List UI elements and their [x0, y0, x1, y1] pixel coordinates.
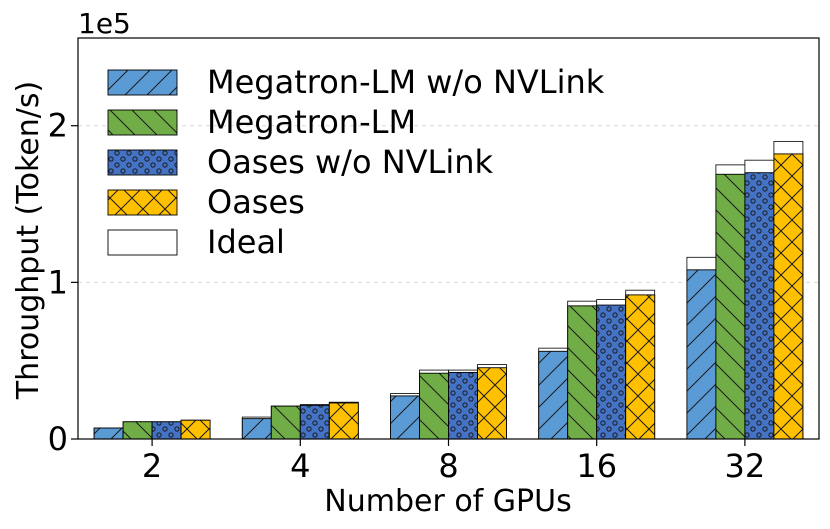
bar — [122, 421, 153, 440]
legend-label: Megatron-LM w/o NVLink — [207, 63, 605, 101]
bar — [596, 304, 627, 440]
bars — [93, 140, 804, 440]
bar — [328, 402, 359, 440]
y-axis-label: Throughput (Token/s) — [11, 81, 46, 400]
y-tick-label: 1 — [48, 263, 68, 301]
x-tick-label: 4 — [290, 447, 310, 485]
legend-swatch — [107, 189, 178, 216]
bar — [151, 421, 182, 440]
y-axis-ticks: 0 1 2 — [48, 107, 78, 458]
bar — [477, 367, 507, 440]
legend-label: Megatron-LM — [207, 103, 416, 141]
x-tick-label: 2 — [142, 447, 162, 485]
bar — [419, 372, 449, 440]
bar — [567, 305, 598, 440]
bar — [241, 418, 272, 440]
bar — [773, 153, 804, 440]
x-tick-label: 16 — [576, 447, 617, 485]
x-axis-label: Number of GPUs — [324, 484, 571, 519]
bar — [270, 405, 301, 440]
legend-swatch — [107, 69, 178, 96]
bar — [715, 173, 746, 440]
bar — [744, 172, 775, 440]
legend-label: Oases w/o NVLink — [207, 143, 494, 181]
legend-label: Ideal — [207, 223, 285, 261]
bar — [686, 269, 717, 440]
y-multiplier-label: 1e5 — [78, 7, 131, 40]
y-tick-label: 0 — [48, 420, 68, 458]
legend-swatch — [107, 229, 178, 256]
bar — [538, 350, 569, 440]
x-tick-label: 32 — [725, 447, 766, 485]
x-tick-label: 8 — [438, 447, 458, 485]
bar — [448, 371, 478, 440]
bar — [390, 395, 420, 440]
x-axis-ticks: 2 4 8 16 32 — [142, 439, 765, 485]
bar — [299, 404, 330, 440]
legend-swatch — [107, 149, 178, 176]
bar — [93, 427, 124, 440]
legend-swatch — [107, 109, 178, 136]
bar — [180, 419, 211, 440]
bar — [625, 294, 656, 440]
legend-swatch-fill — [108, 230, 177, 255]
legend-label: Oases — [207, 183, 305, 221]
y-tick-label: 2 — [48, 107, 68, 145]
